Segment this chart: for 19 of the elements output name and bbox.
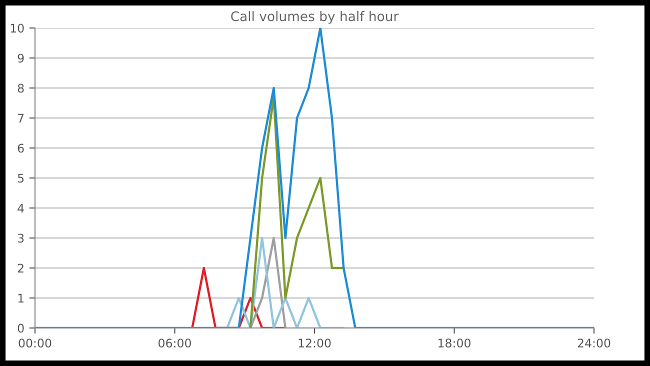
x-tick-label: 18:00 [438,338,470,348]
line-series [35,28,594,328]
chart-title: Call volumes by half hour [231,11,399,24]
y-tick-label: 6 [18,144,24,153]
y-tick-label: 5 [18,174,24,183]
y-tick-label: 10 [10,24,24,33]
x-tick-label: 06:00 [158,338,191,348]
line-series [249,96,345,328]
x-tick-label: 24:00 [578,338,610,348]
x-tick-label: 12:00 [298,338,331,348]
y-tick-label: 4 [18,204,24,212]
y-tick-label: 7 [18,114,24,122]
y-tick-label: 9 [18,54,24,63]
y-tick-label: 1 [18,294,24,302]
y-tick-label: 0 [18,324,24,333]
y-tick-label: 3 [18,234,24,243]
y-tick-label: 8 [18,84,24,93]
y-tick-label: 2 [18,264,24,272]
x-tick-label: 00:00 [18,338,52,348]
